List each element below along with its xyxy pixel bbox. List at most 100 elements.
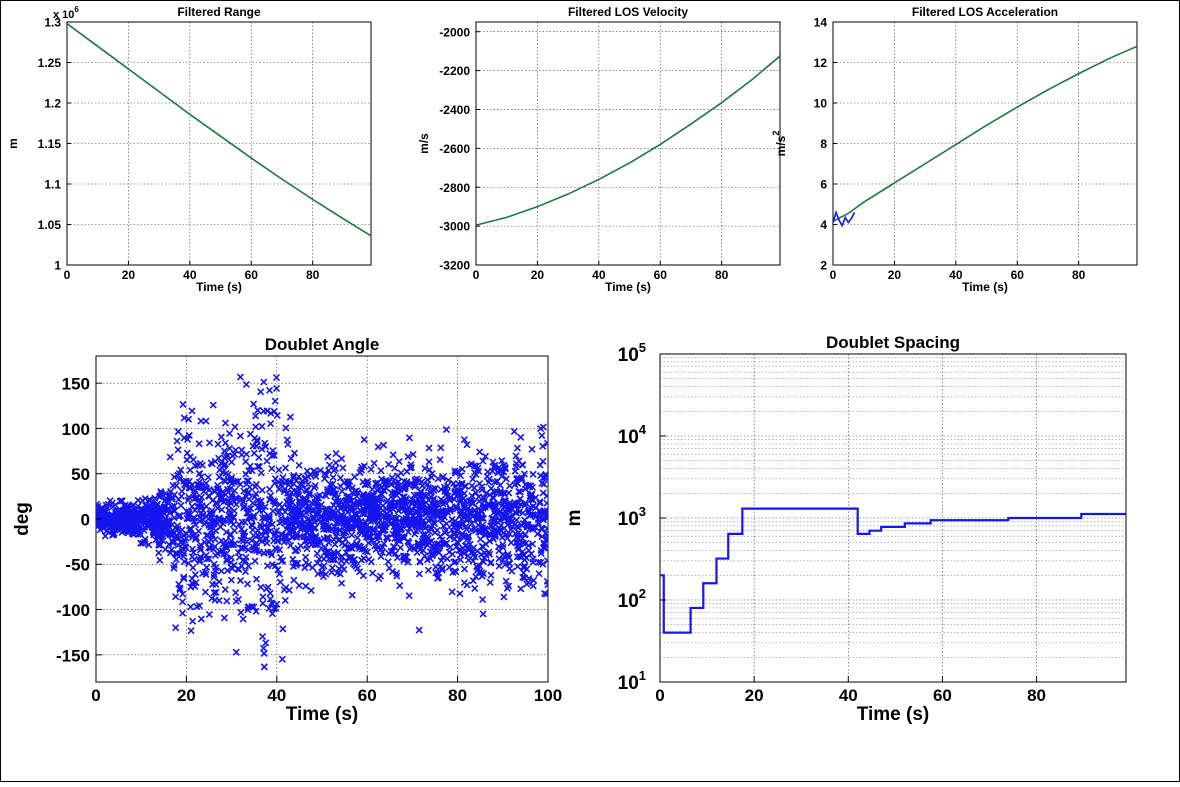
acceleration-title: Filtered LOS Acceleration bbox=[912, 5, 1058, 19]
angle-marker bbox=[398, 505, 406, 513]
angle-marker bbox=[261, 513, 269, 521]
angle-marker bbox=[343, 478, 351, 486]
angle-marker bbox=[210, 589, 218, 597]
angle-marker bbox=[389, 505, 397, 513]
angle-marker bbox=[282, 516, 290, 524]
angle-marker bbox=[527, 492, 535, 500]
angle-marker bbox=[315, 491, 324, 499]
angle-marker bbox=[271, 562, 279, 570]
angle-marker bbox=[328, 568, 336, 576]
angle-marker bbox=[278, 557, 286, 565]
velocity-title: Filtered LOS Velocity bbox=[568, 5, 688, 19]
angle-marker bbox=[271, 500, 279, 508]
angle-marker bbox=[161, 545, 169, 554]
angle-marker bbox=[504, 550, 512, 558]
angle-marker bbox=[337, 504, 345, 512]
angle-marker bbox=[204, 473, 212, 481]
angle-marker bbox=[479, 457, 487, 465]
angle-marker bbox=[255, 453, 263, 461]
angle-marker bbox=[513, 444, 521, 452]
angle-marker bbox=[456, 590, 464, 598]
velocity-grid bbox=[476, 22, 780, 265]
angle-marker bbox=[515, 487, 523, 496]
range-ytick-label: 1.1 bbox=[44, 178, 61, 192]
angle-marker bbox=[175, 580, 183, 588]
angle-marker bbox=[390, 516, 398, 524]
angle-marker bbox=[210, 571, 218, 579]
angle-marker bbox=[304, 480, 312, 488]
acceleration-ytick-label: 4 bbox=[820, 218, 827, 232]
angle-marker bbox=[348, 591, 356, 599]
angle-marker bbox=[237, 608, 245, 617]
angle-marker bbox=[240, 487, 248, 495]
angle-y-ticks: -150 -100 -50 0 50 100 150 bbox=[56, 375, 102, 665]
spacing-xtick-label: 80 bbox=[1027, 686, 1046, 705]
angle-marker bbox=[541, 474, 548, 482]
acceleration-ylabel: m/s2 bbox=[771, 131, 788, 157]
angle-marker bbox=[389, 547, 397, 555]
angle-marker bbox=[476, 448, 484, 456]
angle-marker bbox=[208, 497, 217, 505]
range-x-ticks: 0 20 40 60 80 bbox=[64, 261, 320, 282]
angle-marker bbox=[320, 535, 328, 543]
angle-marker bbox=[284, 500, 292, 508]
angle-marker bbox=[222, 491, 230, 499]
angle-marker bbox=[366, 525, 374, 533]
angle-marker bbox=[148, 509, 156, 517]
angle-marker bbox=[439, 497, 447, 505]
spacing-xtick-label: 60 bbox=[933, 686, 952, 705]
angle-marker bbox=[421, 552, 429, 560]
angle-marker bbox=[172, 624, 180, 632]
angle-marker bbox=[96, 508, 104, 516]
angle-xtick-label: 100 bbox=[534, 686, 562, 705]
angle-marker bbox=[506, 482, 514, 490]
angle-marker bbox=[260, 649, 268, 658]
spacing-ytick-label: 101 bbox=[618, 668, 646, 694]
angle-marker bbox=[302, 523, 310, 531]
angle-marker bbox=[241, 518, 249, 526]
angle-marker bbox=[259, 507, 267, 515]
angle-marker bbox=[297, 485, 305, 493]
angle-marker bbox=[500, 593, 508, 601]
angle-marker bbox=[370, 492, 378, 500]
angle-marker bbox=[521, 501, 529, 509]
angle-marker bbox=[246, 462, 254, 470]
spacing-ytick-power: 4 bbox=[639, 422, 647, 437]
spacing-ytick-base: 10 bbox=[618, 427, 639, 448]
angle-marker bbox=[286, 541, 295, 549]
angle-marker bbox=[296, 525, 304, 533]
angle-marker bbox=[353, 534, 362, 542]
angle-marker bbox=[195, 440, 203, 448]
angle-marker bbox=[467, 497, 475, 505]
angle-marker bbox=[408, 496, 417, 504]
angle-marker bbox=[413, 475, 421, 483]
angle-marker bbox=[487, 559, 495, 567]
acceleration-ylabel-power: 2 bbox=[771, 131, 781, 136]
angle-marker bbox=[186, 466, 194, 474]
angle-marker bbox=[251, 434, 259, 442]
angle-marker bbox=[532, 513, 540, 521]
angle-marker bbox=[220, 447, 229, 455]
angle-marker bbox=[471, 469, 479, 477]
range-ylabel: m bbox=[6, 138, 20, 149]
angle-marker bbox=[512, 459, 520, 468]
range-xtick-label: 0 bbox=[64, 268, 71, 282]
angle-marker bbox=[536, 498, 544, 506]
angle-marker bbox=[258, 632, 267, 641]
angle-marker bbox=[232, 500, 240, 508]
angle-marker bbox=[464, 505, 472, 513]
angle-marker bbox=[486, 537, 494, 545]
angle-marker bbox=[260, 549, 268, 557]
angle-marker bbox=[168, 503, 176, 511]
angle-marker bbox=[336, 474, 345, 482]
acceleration-xtick-label: 80 bbox=[1072, 268, 1086, 282]
angle-marker bbox=[275, 466, 283, 474]
velocity-plot-area bbox=[476, 55, 780, 226]
angle-marker bbox=[232, 648, 240, 656]
angle-marker bbox=[174, 428, 182, 436]
angle-marker bbox=[236, 432, 244, 440]
angle-marker bbox=[536, 461, 544, 469]
angle-marker bbox=[338, 487, 346, 495]
velocity-ytick-label: -2600 bbox=[439, 142, 470, 156]
velocity-ytick-label: -2000 bbox=[439, 25, 470, 39]
